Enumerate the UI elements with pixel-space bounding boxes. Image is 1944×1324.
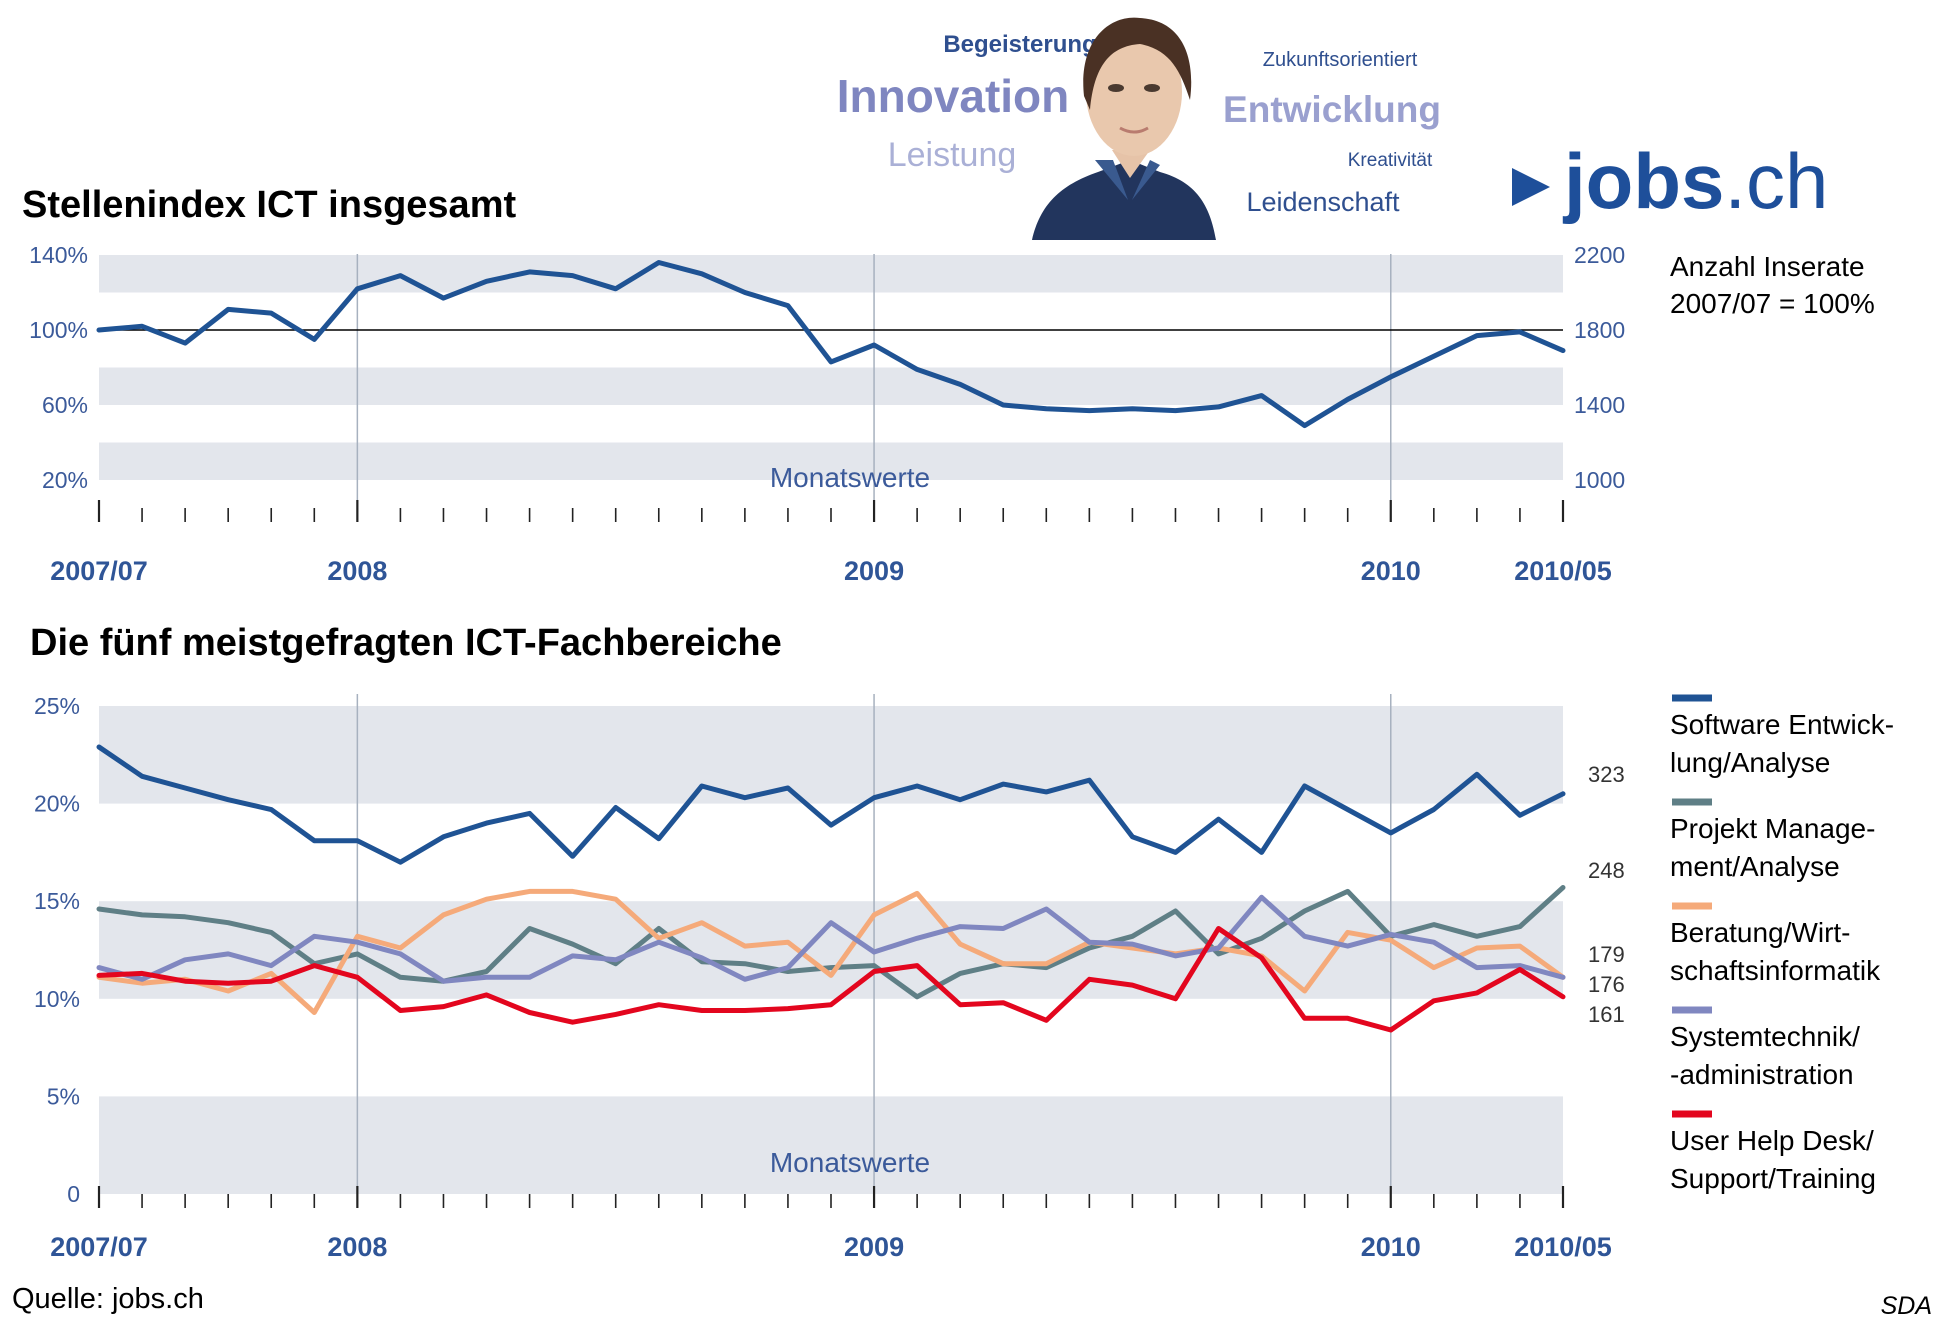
- chart1-y-tick-left: 100%: [29, 317, 88, 343]
- legend-label: Support/Training: [1670, 1163, 1876, 1194]
- play-icon: [1512, 168, 1550, 206]
- header-word-leidenschaft: Leidenschaft: [1246, 187, 1400, 217]
- header-word-leistung: Leistung: [888, 136, 1017, 174]
- logo-tld: .ch: [1724, 137, 1828, 225]
- chart2-end-label: 248: [1588, 858, 1625, 883]
- chart2-y-tick: 25%: [34, 693, 80, 719]
- chart2-title: Die fünf meistgefragten ICT-Fachbereiche: [30, 622, 782, 664]
- legend-label: schaftsinformatik: [1670, 955, 1881, 986]
- chart2-y-tick: 10%: [34, 986, 80, 1012]
- chart2-band: [99, 901, 1563, 999]
- legend-label: Projekt Manage-: [1670, 813, 1875, 844]
- chart1-x-tick: 2008: [327, 556, 387, 586]
- chart2-x-tick: 2007/07: [50, 1232, 148, 1262]
- source-label: Quelle: jobs.ch: [12, 1283, 204, 1315]
- chart2-x-tick: 2010: [1361, 1232, 1421, 1262]
- svg-text:jobs.ch: jobs.ch: [1562, 137, 1828, 225]
- chart1-title: Stellenindex ICT insgesamt: [22, 184, 516, 226]
- jobs-ch-logo: jobs.ch: [1512, 137, 1828, 225]
- chart1-side-label-1: Anzahl Inserate: [1670, 251, 1865, 282]
- chart1-gridlines: [356, 254, 1392, 518]
- chart2-y-tick: 15%: [34, 888, 80, 914]
- chart1-x-tick: 2007/07: [50, 556, 148, 586]
- chart1-band: [99, 442, 1563, 480]
- chart-fachbereiche: Die fünf meistgefragten ICT-Fachbereiche…: [30, 622, 1894, 1262]
- chart1-y-tick-right: 2200: [1574, 242, 1625, 268]
- chart1-x-tick: 2010/05: [1514, 556, 1612, 586]
- legend-label: Software Entwick-: [1670, 709, 1894, 740]
- chart2-y-tick: 0: [67, 1181, 80, 1207]
- chart1-y-tick-right: 1000: [1574, 467, 1625, 493]
- chart1-series: [96, 260, 1566, 429]
- header-word-begeisterung: Begeisterung: [943, 31, 1096, 58]
- chart-stellenindex: Stellenindex ICT insgesamt Monatswerte 1…: [22, 184, 1875, 586]
- legend-label: User Help Desk/: [1670, 1125, 1874, 1156]
- header-word-innovation: Innovation: [837, 70, 1070, 122]
- chart2-x-tick: 2009: [844, 1232, 904, 1262]
- chart1-note: Monatswerte: [770, 462, 930, 493]
- legend-label: Systemtechnik/: [1670, 1021, 1860, 1052]
- chart2-end-label: 323: [1588, 762, 1625, 787]
- chart2-y-tick: 5%: [47, 1083, 80, 1109]
- chart2-month-ticks: [97, 1186, 1565, 1208]
- chart2-end-label: 179: [1588, 942, 1625, 967]
- chart2-band: [99, 706, 1563, 804]
- legend-label: lung/Analyse: [1670, 747, 1830, 778]
- header-word-zukunftsorientiert: Zukunftsorientiert: [1263, 49, 1418, 71]
- chart2-x-ticks: 2007/07 2008 2009 2010 2010/05: [50, 1232, 1612, 1262]
- chart1-y-tick-left: 60%: [42, 392, 88, 418]
- agency-label: SDA: [1881, 1292, 1932, 1320]
- header-word-entwicklung: Entwicklung: [1223, 89, 1441, 130]
- chart2-end-labels: 323 248 179 176 161: [1588, 762, 1625, 1027]
- chart2-end-label: 161: [1588, 1002, 1625, 1027]
- chart1-series-line: [96, 260, 1566, 429]
- chart1-y-tick-right: 1400: [1574, 392, 1625, 418]
- chart2-y-tick: 20%: [34, 791, 80, 817]
- chart2-band: [99, 1096, 1563, 1194]
- chart1-y-ticks-left: 140% 100% 60% 20%: [29, 242, 88, 493]
- legend-label: ment/Analyse: [1670, 851, 1840, 882]
- portrait-image: [1032, 17, 1216, 240]
- chart1-band: [99, 255, 1563, 293]
- chart2-series-line: [96, 894, 1566, 984]
- chart1-x-tick: 2010: [1361, 556, 1421, 586]
- chart2-series-line: [96, 888, 1566, 1015]
- legend-label: -administration: [1670, 1059, 1854, 1090]
- chart1-y-tick-left: 20%: [42, 467, 88, 493]
- chart2-end-label: 176: [1588, 972, 1625, 997]
- header-word-kreativitaet: Kreativität: [1348, 150, 1433, 171]
- chart1-x-ticks: 2007/07 2008 2009 2010 2010/05: [50, 556, 1612, 586]
- chart1-y-tick-right: 1800: [1574, 317, 1625, 343]
- chart1-month-ticks: [97, 500, 1565, 522]
- chart1-bands: [99, 255, 1563, 480]
- chart2-legend: Software Entwick-lung/Analyse Projekt Man…: [1670, 694, 1894, 1194]
- chart1-band: [99, 367, 1563, 405]
- chart1-y-tick-left: 140%: [29, 242, 88, 268]
- chart1-side-label-2: 2007/07 = 100%: [1670, 288, 1875, 319]
- logo-text: jobs: [1562, 137, 1724, 225]
- chart2-bands: [99, 706, 1563, 1194]
- chart2-series: [96, 744, 1566, 1033]
- chart2-x-tick: 2008: [327, 1232, 387, 1262]
- header-area: Begeisterung Innovation Leistung Zukunft…: [837, 17, 1828, 240]
- chart2-x-tick: 2010/05: [1514, 1232, 1612, 1262]
- chart2-series-line: [96, 926, 1566, 1033]
- chart1-x-tick: 2009: [844, 556, 904, 586]
- chart2-y-ticks: 25% 20% 15% 10% 5% 0: [34, 693, 80, 1207]
- chart1-y-ticks-right: 2200 1800 1400 1000: [1574, 242, 1625, 493]
- chart2-series-line: [96, 744, 1566, 865]
- chart2-note: Monatswerte: [770, 1147, 930, 1178]
- legend-label: Beratung/Wirt-: [1670, 917, 1851, 948]
